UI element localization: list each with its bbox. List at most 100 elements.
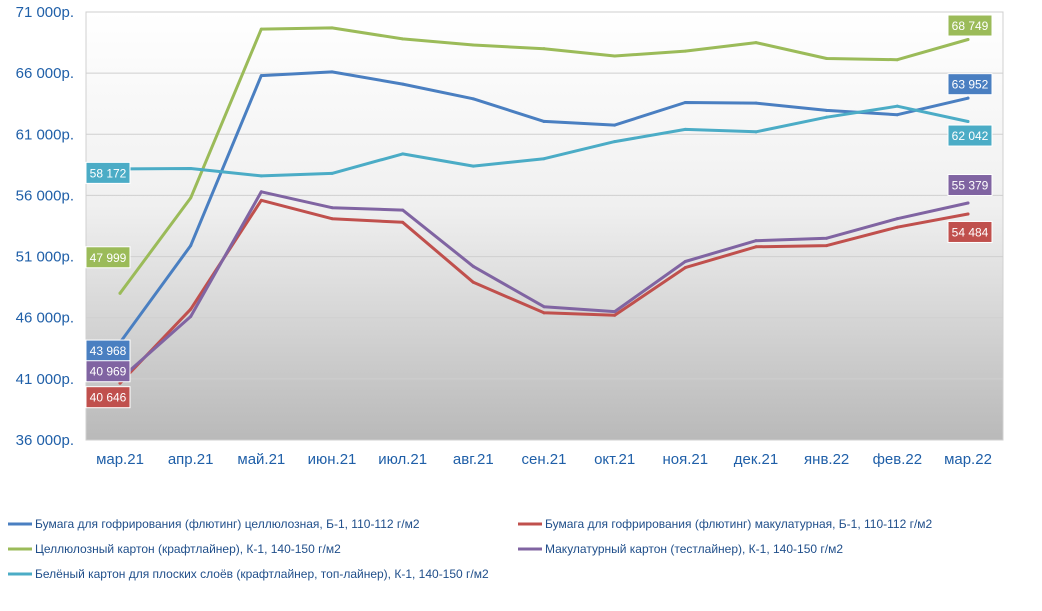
y-tick-label: 66 000р. [16,65,74,82]
data-point [966,38,970,42]
data-point [754,130,758,134]
x-tick-label: янв.22 [804,451,849,468]
data-point [542,119,546,123]
data-label-box [85,386,131,409]
data-label-text: 63 952 [952,78,989,92]
data-point [895,104,899,108]
data-point [966,120,970,124]
legend: Бумага для гофрирования (флютинг) целлюл… [8,517,933,581]
data-label-box [947,73,993,96]
data-label-box [947,220,993,243]
data-point [401,37,405,41]
data-point [330,26,334,30]
y-tick-label: 71 000р. [16,4,74,21]
data-label-text: 68 749 [952,19,989,33]
legend-item: Белёный картон для плоских слоёв (крафтл… [8,567,489,581]
data-label-text: 54 484 [952,225,989,239]
data-point [189,167,193,171]
data-point [613,123,617,127]
data-point [118,381,122,385]
data-label-box [947,124,993,147]
data-point [542,311,546,315]
data-point [825,56,829,60]
data-point [259,190,263,194]
data-label: 62 042 [947,124,993,147]
y-tick-label: 51 000р. [16,249,74,266]
x-tick-label: июн.21 [308,451,357,468]
data-point [683,266,687,270]
x-tick-label: май.21 [237,451,285,468]
series-lines [118,26,970,385]
legend-item: Бумага для гофрирования (флютинг) целлюл… [8,517,420,531]
data-label: 68 749 [947,14,993,37]
y-tick-label: 46 000р. [16,310,74,327]
data-label-text: 47 999 [90,251,127,265]
data-point [542,305,546,309]
data-point [683,127,687,131]
data-point [259,27,263,31]
data-point [825,115,829,119]
data-label-text: 58 172 [90,166,127,180]
x-tick-label: окт.21 [594,451,635,468]
data-point [471,164,475,168]
y-tick-label: 36 000р. [16,432,74,449]
data-point [259,198,263,202]
data-point [330,217,334,221]
data-point [613,54,617,58]
data-point [966,201,970,205]
data-label-text: 43 968 [90,344,127,358]
legend-label: Белёный картон для плоских слоёв (крафтл… [35,567,489,581]
data-label-text: 40 646 [90,391,127,405]
data-label-box [85,246,131,269]
legend-label: Целлюлозный картон (крафтлайнер), К-1, 1… [35,542,341,556]
data-label: 40 969 [85,360,131,383]
data-point [259,174,263,178]
data-point [966,96,970,100]
data-label: 58 172 [85,161,131,184]
data-point [259,74,263,78]
data-point [613,310,617,314]
data-label: 54 484 [947,220,993,243]
x-axis-ticks: мар.21 апр.21 май.21 июн.21 июл.21 авг.21 сен.… [96,451,992,468]
data-point [613,140,617,144]
x-tick-label: дек.21 [734,451,779,468]
x-tick-label: июл.21 [378,451,427,468]
data-point [895,113,899,117]
x-tick-label: ноя.21 [663,451,709,468]
data-point [330,171,334,175]
data-point [542,47,546,51]
data-labels: 43 968 63 952 40 646 54 484 47 999 68 749 40 9… [85,14,993,409]
data-point [189,314,193,318]
x-tick-label: мар.22 [944,451,992,468]
x-tick-label: фев.22 [873,451,923,468]
data-point [683,259,687,263]
legend-label: Бумага для гофрирования (флютинг) целлюл… [35,517,420,531]
data-point [825,236,829,240]
data-point [401,82,405,86]
data-label-text: 40 969 [90,365,127,379]
y-axis-ticks: 36 000р. 41 000р. 46 000р. 51 000р. 56 000р.… [16,4,74,449]
data-point [401,220,405,224]
data-point [471,264,475,268]
data-point [189,244,193,248]
data-point [895,217,899,221]
data-label: 55 379 [947,174,993,197]
legend-item: Бумага для гофрирования (флютинг) макула… [518,517,933,531]
legend-label: Макулатурный картон (тестлайнер), К-1, 1… [545,542,843,556]
data-label-box [85,360,131,383]
x-tick-label: сен.21 [522,451,567,468]
x-tick-label: мар.21 [96,451,144,468]
data-point [825,244,829,248]
data-point [471,97,475,101]
x-tick-label: апр.21 [168,451,214,468]
data-point [401,152,405,156]
data-point [683,100,687,104]
data-label: 40 646 [85,386,131,409]
data-point [330,206,334,210]
legend-item: Целлюлозный картон (крафтлайнер), К-1, 1… [8,542,341,556]
data-label-text: 55 379 [952,179,989,193]
legend-item: Макулатурный картон (тестлайнер), К-1, 1… [518,542,843,556]
data-label: 63 952 [947,73,993,96]
data-label: 47 999 [85,246,131,269]
